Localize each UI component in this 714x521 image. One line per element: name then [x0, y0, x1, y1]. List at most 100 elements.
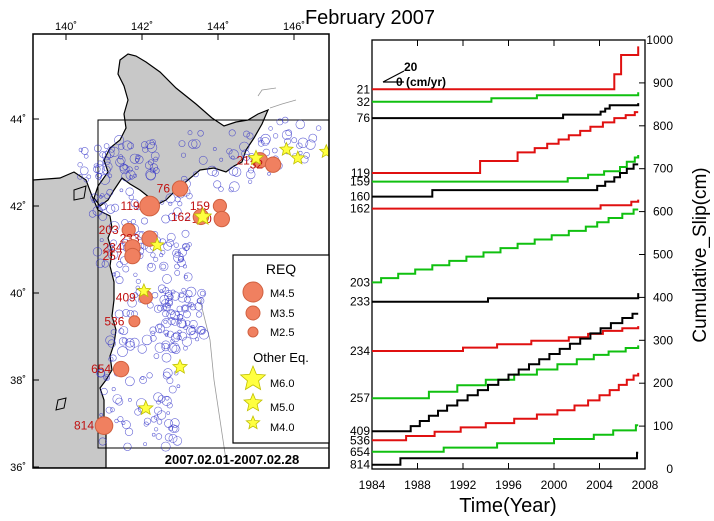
seismicity-circle	[174, 263, 180, 270]
seismicity-circle	[153, 353, 160, 359]
lon-tick-label: 146˚	[283, 21, 305, 33]
repeater-marker-536	[128, 315, 141, 328]
seismicity-circle	[113, 271, 121, 278]
seismicity-circle	[166, 411, 170, 415]
series-label-257: 257	[350, 391, 370, 405]
seismicity-circle	[257, 140, 265, 147]
legend-req-m45-symbol	[242, 281, 264, 303]
seismicity-circle	[110, 407, 115, 413]
seismicity-circle	[111, 203, 120, 212]
seismicity-circle	[183, 246, 189, 252]
other-eq-star	[247, 149, 265, 166]
seismicity-circle	[162, 302, 171, 311]
seismicity-circle	[94, 144, 102, 153]
seismicity-circle	[154, 427, 159, 432]
seismicity-circle	[160, 263, 167, 270]
seismicity-circle	[187, 242, 192, 247]
seismicity-circle	[125, 187, 134, 196]
seismicity-circle	[90, 193, 99, 202]
series-line-21	[372, 46, 640, 91]
y-tick-label: 400	[653, 290, 673, 304]
repeater-label-257: 257	[102, 249, 122, 263]
y-tick-label: 600	[653, 205, 673, 219]
lat-tick-label: 44˚	[10, 114, 26, 126]
seismicity-circle	[121, 171, 132, 182]
x-tick-label: 2004	[586, 478, 613, 492]
seismicity-circle	[86, 174, 92, 180]
seismicity-circle	[183, 345, 188, 351]
lon-tick-labels: 140˚ 142˚ 144˚ 146˚	[55, 21, 305, 40]
seismicity-circle	[166, 232, 176, 242]
seismicity-circle	[186, 192, 193, 200]
lat-tick-label: 36˚	[10, 462, 26, 474]
seismicity-circle	[198, 155, 208, 165]
seismicity-circle	[178, 320, 187, 329]
seismicity-circle	[267, 172, 271, 176]
seismicity-circle	[268, 126, 273, 131]
seismicity-circle	[231, 167, 242, 177]
x-tick-label: 2000	[541, 478, 568, 492]
seismicity-circle	[260, 133, 271, 145]
legend-req-m35-symbol	[245, 305, 261, 321]
seismicity-circle	[122, 265, 130, 273]
other-eq-star	[318, 143, 329, 159]
seismicity-circle	[171, 318, 179, 326]
seismicity-circle	[118, 154, 124, 160]
legend-other-title: Other Eq.	[253, 350, 309, 365]
series-label-814: 814	[350, 458, 370, 472]
seismicity-circle	[135, 154, 141, 160]
seismicity-circle	[103, 374, 110, 382]
seismicity-circle	[99, 174, 111, 185]
seismicity-circle	[188, 139, 198, 149]
seismicity-circle	[143, 417, 152, 425]
seismicity-circle	[145, 139, 155, 150]
seismicity-circle	[170, 338, 175, 343]
seismicity-circle	[163, 319, 168, 324]
seismicity-circle	[96, 172, 102, 178]
seismicity-circle	[185, 290, 193, 298]
honshu-land	[33, 171, 117, 468]
figure-title: February 2007	[305, 7, 435, 29]
series-label-654: 654	[350, 445, 370, 459]
legend-req-m45: M4.5	[270, 288, 294, 300]
seismicity-circle	[248, 179, 253, 184]
lat-tick-label: 38˚	[10, 375, 26, 387]
seismicity-circle	[207, 165, 218, 176]
seismicity-circle	[135, 157, 140, 162]
series-label-536: 536	[350, 433, 370, 447]
seismicity-circle	[173, 242, 179, 248]
series-line-257	[372, 345, 640, 400]
seismicity-circle	[173, 207, 182, 216]
lat-tick-labels: 44˚ 42˚ 40˚ 38˚ 36˚	[10, 114, 39, 474]
study-region-box	[97, 119, 329, 449]
seismicity-circle	[159, 261, 169, 272]
map-frame	[32, 33, 330, 469]
seismicity-circle	[109, 354, 117, 362]
seismicity-circle	[315, 125, 322, 131]
x-tick-label: 1992	[450, 478, 477, 492]
seismicity-circle	[211, 169, 219, 177]
seismicity-circle	[181, 229, 190, 238]
seismicity-circle	[281, 116, 289, 124]
series-label-409: 409	[350, 424, 370, 438]
seismicity-circle	[118, 337, 128, 346]
lon-tick-label: 142˚	[131, 21, 153, 33]
seismicity-circle	[297, 137, 309, 149]
seismicity-circle	[100, 387, 108, 396]
seismicity-circle	[213, 180, 222, 189]
repeater-marker-814	[94, 416, 114, 435]
seismicity-circle	[194, 302, 203, 311]
seismicity-circle	[257, 137, 263, 143]
seismicity-circle	[177, 247, 187, 257]
seismicity-circle	[177, 313, 184, 320]
seismicity-circle	[181, 287, 186, 293]
seismicity-circle	[148, 263, 154, 269]
seismicity-circle	[80, 147, 89, 155]
series-label-119: 119	[351, 166, 370, 180]
seismicity-circle	[176, 335, 182, 341]
seismicity-circle	[118, 328, 125, 335]
legend-other-m60: M6.0	[270, 378, 294, 390]
seismicity-circle	[185, 216, 190, 221]
series-line-160	[372, 163, 639, 198]
seismicity-circle	[122, 420, 131, 430]
